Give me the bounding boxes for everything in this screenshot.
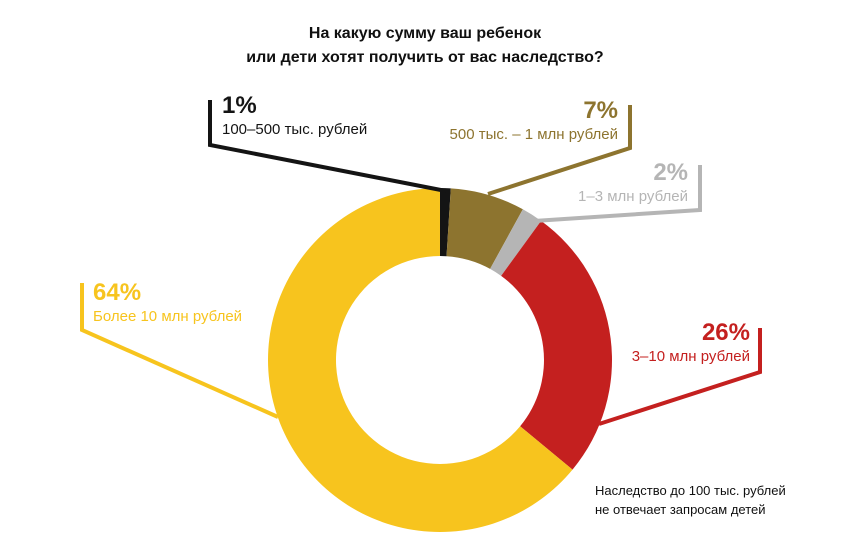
callout-500k-1m: 7% 500 тыс. – 1 млн рублей (450, 98, 618, 143)
donut-slices (268, 188, 613, 532)
donut-slice-4 (268, 188, 573, 532)
chart-title-line2: или дети хотят получить от вас наследств… (246, 49, 604, 66)
leader-line-3-10m (598, 328, 762, 426)
slice-label-100-500k: 100–500 тыс. рублей (222, 121, 368, 139)
percent-value-100-500k: 1% (222, 92, 257, 119)
leader-line-500k-1m (487, 105, 632, 196)
slice-label-500k-1m: 500 тыс. – 1 млн рублей (449, 126, 618, 144)
percent-value-3-10m: 26% (701, 319, 750, 346)
leader-line-more-10m (80, 283, 279, 419)
chart-title: На какую сумму ваш ребенок или дети хотя… (0, 22, 850, 70)
callout-1-3m: 2% 1–3 млн рублей (578, 160, 688, 205)
donut-slice-1 (446, 188, 523, 269)
chart-title-line1: На какую сумму ваш ребенок (308, 25, 542, 42)
donut-slice-3 (501, 220, 613, 470)
slice-label-1-3m: 1–3 млн рублей (578, 188, 688, 206)
slice-label-more-10m: Более 10 млн рублей (93, 308, 243, 326)
percent-value-more-10m: 64% (93, 279, 142, 306)
percent-value-1-3m: 2% (653, 159, 688, 186)
chart-footnote-line2: не отвечает запросам детей (595, 501, 766, 517)
donut-slice-2 (490, 209, 542, 276)
donut-slice-0 (440, 188, 451, 257)
chart-footnote-line1: Наследство до 100 тыс. рублей (595, 483, 786, 498)
chart-footnote: Наследство до 100 тыс. рублей не отвечае… (595, 482, 786, 520)
callout-100-500k: 1% 100–500 тыс. рублей (222, 93, 367, 138)
leader-line-1-3m (533, 165, 702, 223)
percent-value-500k-1m: 7% (583, 97, 618, 124)
callout-3-10m: 26% 3–10 млн рублей (632, 320, 750, 365)
callout-more-10m: 64% Более 10 млн рублей (93, 280, 242, 325)
leader-line-100-500k (208, 100, 447, 193)
slice-label-3-10m: 3–10 млн рублей (631, 348, 750, 366)
